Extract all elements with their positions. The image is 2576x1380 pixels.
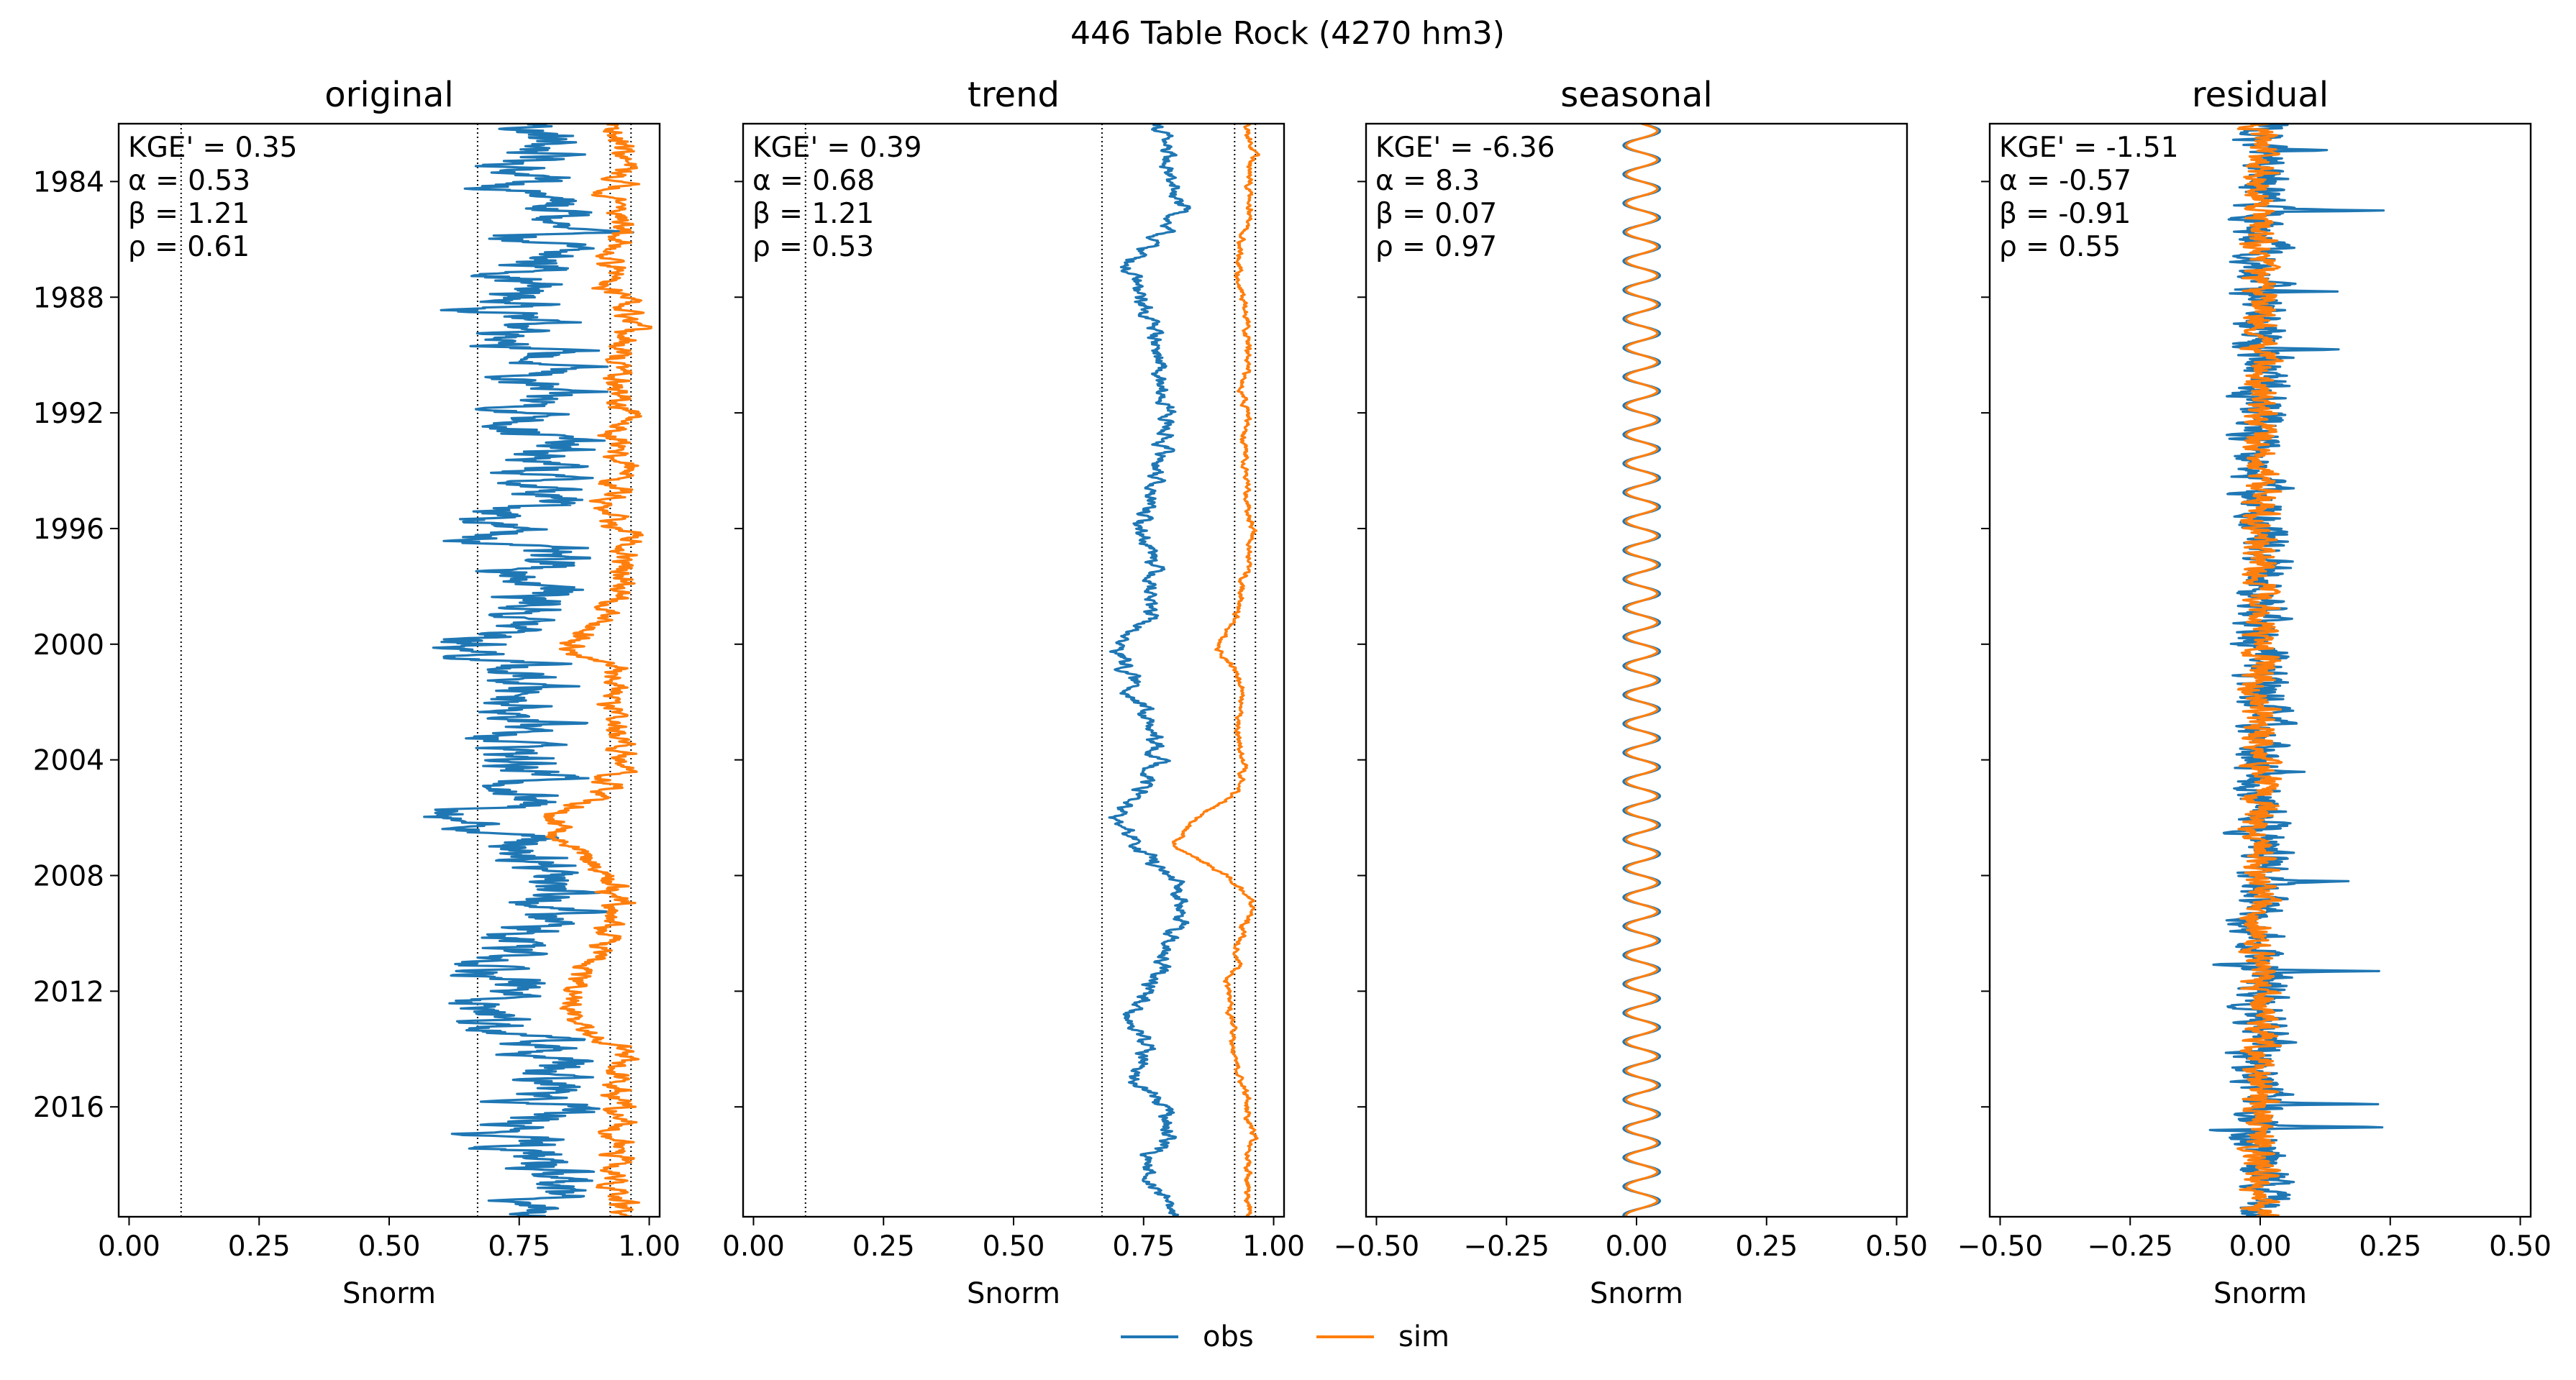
series-group: [1108, 124, 1260, 1217]
x-tick-label: −0.50: [1334, 1230, 1420, 1263]
panel-residual: residual −0.50 −0.25 0.00 0.25 0.50 Snorm KGE' …: [1957, 75, 2552, 1310]
stat-annotation: β = 1.21: [128, 198, 250, 230]
x-tick-label: 1.00: [618, 1230, 681, 1263]
x-tick-label: −0.50: [1957, 1230, 2044, 1263]
series-obs-line: [423, 124, 634, 1217]
panel-frame: [742, 122, 1285, 1218]
x-tick-label: 0.00: [1606, 1230, 1668, 1263]
stat-annotation: α = -0.57: [1999, 165, 2131, 197]
panel-title: trend: [968, 75, 1060, 115]
stat-annotation: KGE' = 0.39: [752, 132, 921, 164]
x-tick-label: 0.50: [983, 1230, 1045, 1263]
stat-annotation: ρ = 0.61: [128, 231, 250, 263]
x-tick-label: 0.25: [1735, 1230, 1798, 1263]
stat-annotation: β = -0.91: [1999, 198, 2131, 230]
x-axis-label: Snorm: [1590, 1277, 1683, 1310]
x-tick-label: 0.25: [228, 1230, 291, 1263]
legend-sim-label: sim: [1398, 1320, 1449, 1353]
stat-annotation: β = 1.21: [752, 198, 874, 230]
y-tick-label: 1988: [33, 282, 104, 314]
stat-annotation: ρ = 0.53: [752, 231, 874, 263]
x-tick-label: 0.25: [852, 1230, 915, 1263]
y-tick-label: 1992: [33, 398, 104, 430]
stat-annotation: α = 8.3: [1375, 165, 1480, 197]
x-tick-label: 0.25: [2359, 1230, 2421, 1263]
stat-annotation: β = 0.07: [1375, 198, 1497, 230]
x-tick-label: 0.00: [98, 1230, 160, 1263]
stat-annotation: α = 0.68: [752, 165, 875, 197]
panel-title: original: [324, 75, 453, 115]
series-sim-line: [1171, 124, 1260, 1217]
x-tick-label: 0.75: [488, 1230, 550, 1263]
series-group: [1622, 124, 1662, 1217]
stat-annotation: KGE' = 0.35: [128, 132, 297, 164]
panel-trend: trend 0.00 0.25 0.50 0.75 1.00 Snorm KGE' = 0.3…: [722, 75, 1305, 1310]
legend-obs-label: obs: [1203, 1320, 1254, 1353]
legend: obs sim: [1121, 1320, 1449, 1353]
stat-annotation: ρ = 0.55: [1999, 231, 2121, 263]
x-tick-label: 0.50: [358, 1230, 421, 1263]
series-sim-line: [543, 124, 653, 1217]
y-tick-label: 2008: [33, 861, 104, 893]
panel-title: residual: [2192, 75, 2329, 115]
x-axis-label: Snorm: [2213, 1277, 2307, 1310]
series-sim-line: [2236, 124, 2284, 1217]
panels: original 1984 1988 1992 1996 2000 2004 2008 2012…: [33, 75, 2552, 1310]
panel-seasonal: seasonal −0.50 −0.25 0.00 0.25 0.50 Snorm KGE' …: [1334, 75, 1928, 1310]
stat-annotation: KGE' = -1.51: [1999, 132, 2179, 164]
x-tick-label: −0.25: [2087, 1230, 2173, 1263]
panel-frame: [1365, 122, 1908, 1218]
x-tick-label: 0.50: [1865, 1230, 1928, 1263]
panel-original: original 1984 1988 1992 1996 2000 2004 2008 2012…: [33, 75, 681, 1310]
x-axis-label: Snorm: [342, 1277, 436, 1310]
panel-frame: [117, 122, 661, 1218]
stat-annotation: α = 0.53: [128, 165, 250, 197]
x-tick-label: 0.50: [2489, 1230, 2552, 1263]
series-obs-line: [2208, 124, 2385, 1217]
series-group: [423, 124, 653, 1217]
x-axis-label: Snorm: [967, 1277, 1060, 1310]
panel-title: seasonal: [1560, 75, 1713, 115]
series-sim-line: [1624, 124, 1659, 1217]
y-tick-label: 1984: [33, 166, 104, 198]
stat-annotation: ρ = 0.97: [1375, 231, 1497, 263]
y-tick-label: 2016: [33, 1092, 104, 1124]
x-tick-label: 0.00: [722, 1230, 785, 1263]
y-tick-label: 2004: [33, 745, 104, 777]
y-tick-label: 2000: [33, 629, 104, 662]
x-tick-label: −0.25: [1463, 1230, 1549, 1263]
x-tick-label: 1.00: [1242, 1230, 1305, 1263]
y-tick-label: 2012: [33, 976, 104, 1008]
series-group: [2208, 124, 2385, 1217]
y-tick-label: 1996: [33, 513, 104, 546]
series-obs-line: [1108, 124, 1191, 1217]
figure-title: 446 Table Rock (4270 hm3): [1070, 15, 1505, 52]
x-tick-label: 0.75: [1112, 1230, 1175, 1263]
x-tick-label: 0.00: [2229, 1230, 2292, 1263]
stat-annotation: KGE' = -6.36: [1375, 132, 1555, 164]
